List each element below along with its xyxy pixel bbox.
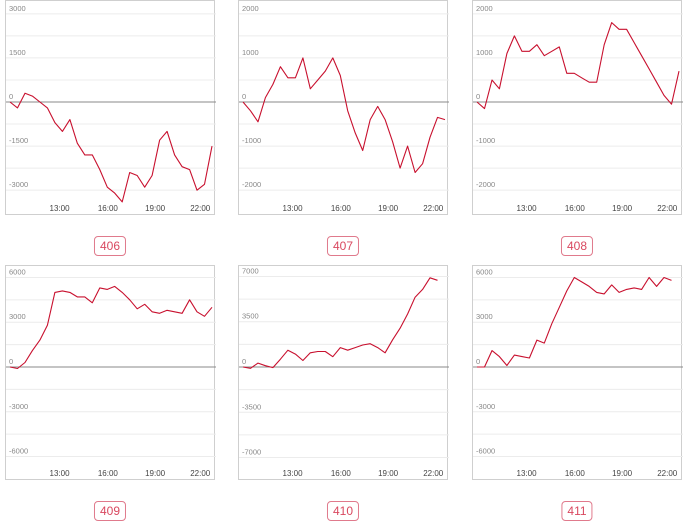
y-tick-label: 3000 (476, 312, 493, 321)
x-tick-label: 19:00 (378, 204, 399, 213)
line-chart: 6000 3000 0 -3000 -6000 13:00 16:00 19:00 22:00 (473, 267, 683, 478)
x-tick-label: 13:00 (283, 469, 304, 478)
chart-panel-408: 2000 1000 0 -1000 -2000 13:00 16:00 19:00 22:00 … (467, 0, 687, 256)
line-chart: 2000 1000 0 -1000 -2000 13:00 16:00 19:00 22:00 (239, 4, 449, 213)
x-tick-label: 13:00 (517, 469, 538, 478)
x-tick-label: 22:00 (190, 204, 211, 213)
y-tick-label: -1500 (9, 136, 28, 145)
y-tick-label: -3000 (9, 180, 28, 189)
chart-label-badge[interactable]: 406 (93, 236, 127, 256)
series-line (242, 57, 446, 174)
x-tick-label: 22:00 (190, 469, 211, 478)
x-tick-label: 19:00 (612, 204, 633, 213)
x-tick-label: 16:00 (98, 469, 119, 478)
y-tick-label: 1000 (476, 48, 493, 57)
x-tick-label: 16:00 (331, 469, 352, 478)
x-tick-label: 19:00 (612, 469, 633, 478)
y-tick-label: -3000 (476, 402, 495, 411)
chart-panel-411: 6000 3000 0 -3000 -6000 13:00 16:00 19:00 22:00 … (467, 265, 687, 521)
y-tick-label: 0 (9, 92, 13, 101)
series-line (477, 276, 672, 368)
y-tick-label: 1000 (242, 48, 259, 57)
x-tick-label: 19:00 (378, 469, 399, 478)
y-tick-label: -3500 (242, 402, 261, 411)
y-tick-label: 0 (242, 92, 246, 101)
y-tick-label: 0 (9, 357, 13, 366)
chart-panel-409: 6000 3000 0 -3000 -6000 13:00 16:00 19:00 22:00 … (0, 265, 220, 521)
plot-area: 3000 1500 0 -1500 -3000 13:00 16:00 19:00 22:00 (5, 0, 216, 215)
y-tick-label: 6000 (9, 267, 26, 276)
y-tick-label: -6000 (476, 447, 495, 456)
series-line (9, 285, 213, 370)
y-tick-label: 0 (242, 357, 246, 366)
x-tick-label: 19:00 (145, 469, 166, 478)
line-chart: 2000 1000 0 -1000 -2000 13:00 16:00 19:00 22:00 (473, 4, 683, 213)
y-tick-label: 1500 (9, 48, 26, 57)
y-tick-label: 0 (476, 357, 480, 366)
x-tick-label: 13:00 (50, 469, 71, 478)
line-chart: 6000 3000 0 -3000 -6000 13:00 16:00 19:00 22:00 (6, 267, 216, 478)
y-tick-label: 3000 (9, 4, 26, 13)
y-tick-label: -3000 (9, 402, 28, 411)
plot-area: 2000 1000 0 -1000 -2000 13:00 16:00 19:00 22:00 (472, 0, 683, 215)
x-tick-label: 16:00 (98, 204, 119, 213)
chart-label-badge[interactable]: 411 (561, 501, 593, 521)
x-tick-label: 22:00 (657, 204, 678, 213)
x-tick-label: 13:00 (517, 204, 538, 213)
chart-panel-407: 2000 1000 0 -1000 -2000 13:00 16:00 19:00 22:00 … (233, 0, 453, 256)
y-tick-label: -1000 (476, 136, 495, 145)
x-tick-label: 16:00 (331, 204, 352, 213)
line-chart: 3000 1500 0 -1500 -3000 13:00 16:00 19:00 22:00 (6, 4, 216, 213)
y-tick-label: 2000 (242, 4, 259, 13)
y-tick-label: -7000 (242, 448, 261, 457)
chart-label-badge[interactable]: 407 (326, 236, 360, 256)
x-tick-label: 16:00 (565, 469, 586, 478)
y-tick-label: -2000 (242, 180, 261, 189)
y-tick-label: 6000 (476, 267, 493, 276)
y-tick-label: 7000 (242, 266, 259, 275)
series-line (242, 277, 438, 369)
y-tick-label: -1000 (242, 136, 261, 145)
x-tick-label: 16:00 (565, 204, 586, 213)
y-tick-label: 3500 (242, 312, 259, 321)
plot-area: 2000 1000 0 -1000 -2000 13:00 16:00 19:00 22:00 (238, 0, 449, 215)
x-tick-label: 13:00 (283, 204, 304, 213)
y-tick-label: -6000 (9, 447, 28, 456)
x-tick-label: 22:00 (423, 204, 444, 213)
chart-panel-410: 7000 3500 0 -3500 -7000 13:00 16:00 19:00 22:00 … (233, 265, 453, 521)
y-tick-label: 2000 (476, 4, 493, 13)
chart-label-badge[interactable]: 409 (93, 501, 127, 521)
plot-area: 7000 3500 0 -3500 -7000 13:00 16:00 19:00 22:00 (238, 265, 449, 480)
line-chart: 7000 3500 0 -3500 -7000 13:00 16:00 19:00 22:00 (239, 266, 449, 478)
chart-label-badge[interactable]: 408 (560, 236, 594, 256)
x-tick-label: 13:00 (50, 204, 71, 213)
plot-area: 6000 3000 0 -3000 -6000 13:00 16:00 19:00 22:00 (5, 265, 216, 480)
y-tick-label: 0 (476, 92, 480, 101)
x-tick-label: 19:00 (145, 204, 166, 213)
y-tick-label: 3000 (9, 312, 26, 321)
series-line (9, 92, 213, 203)
series-line (476, 22, 680, 110)
x-tick-label: 22:00 (657, 469, 678, 478)
y-tick-label: -2000 (476, 180, 495, 189)
plot-area: 6000 3000 0 -3000 -6000 13:00 16:00 19:00 22:00 (472, 265, 683, 480)
x-tick-label: 22:00 (423, 469, 444, 478)
chart-panel-406: 3000 1500 0 -1500 -3000 13:00 16:00 19:00 22:00 … (0, 0, 220, 256)
chart-label-badge[interactable]: 410 (326, 501, 360, 521)
